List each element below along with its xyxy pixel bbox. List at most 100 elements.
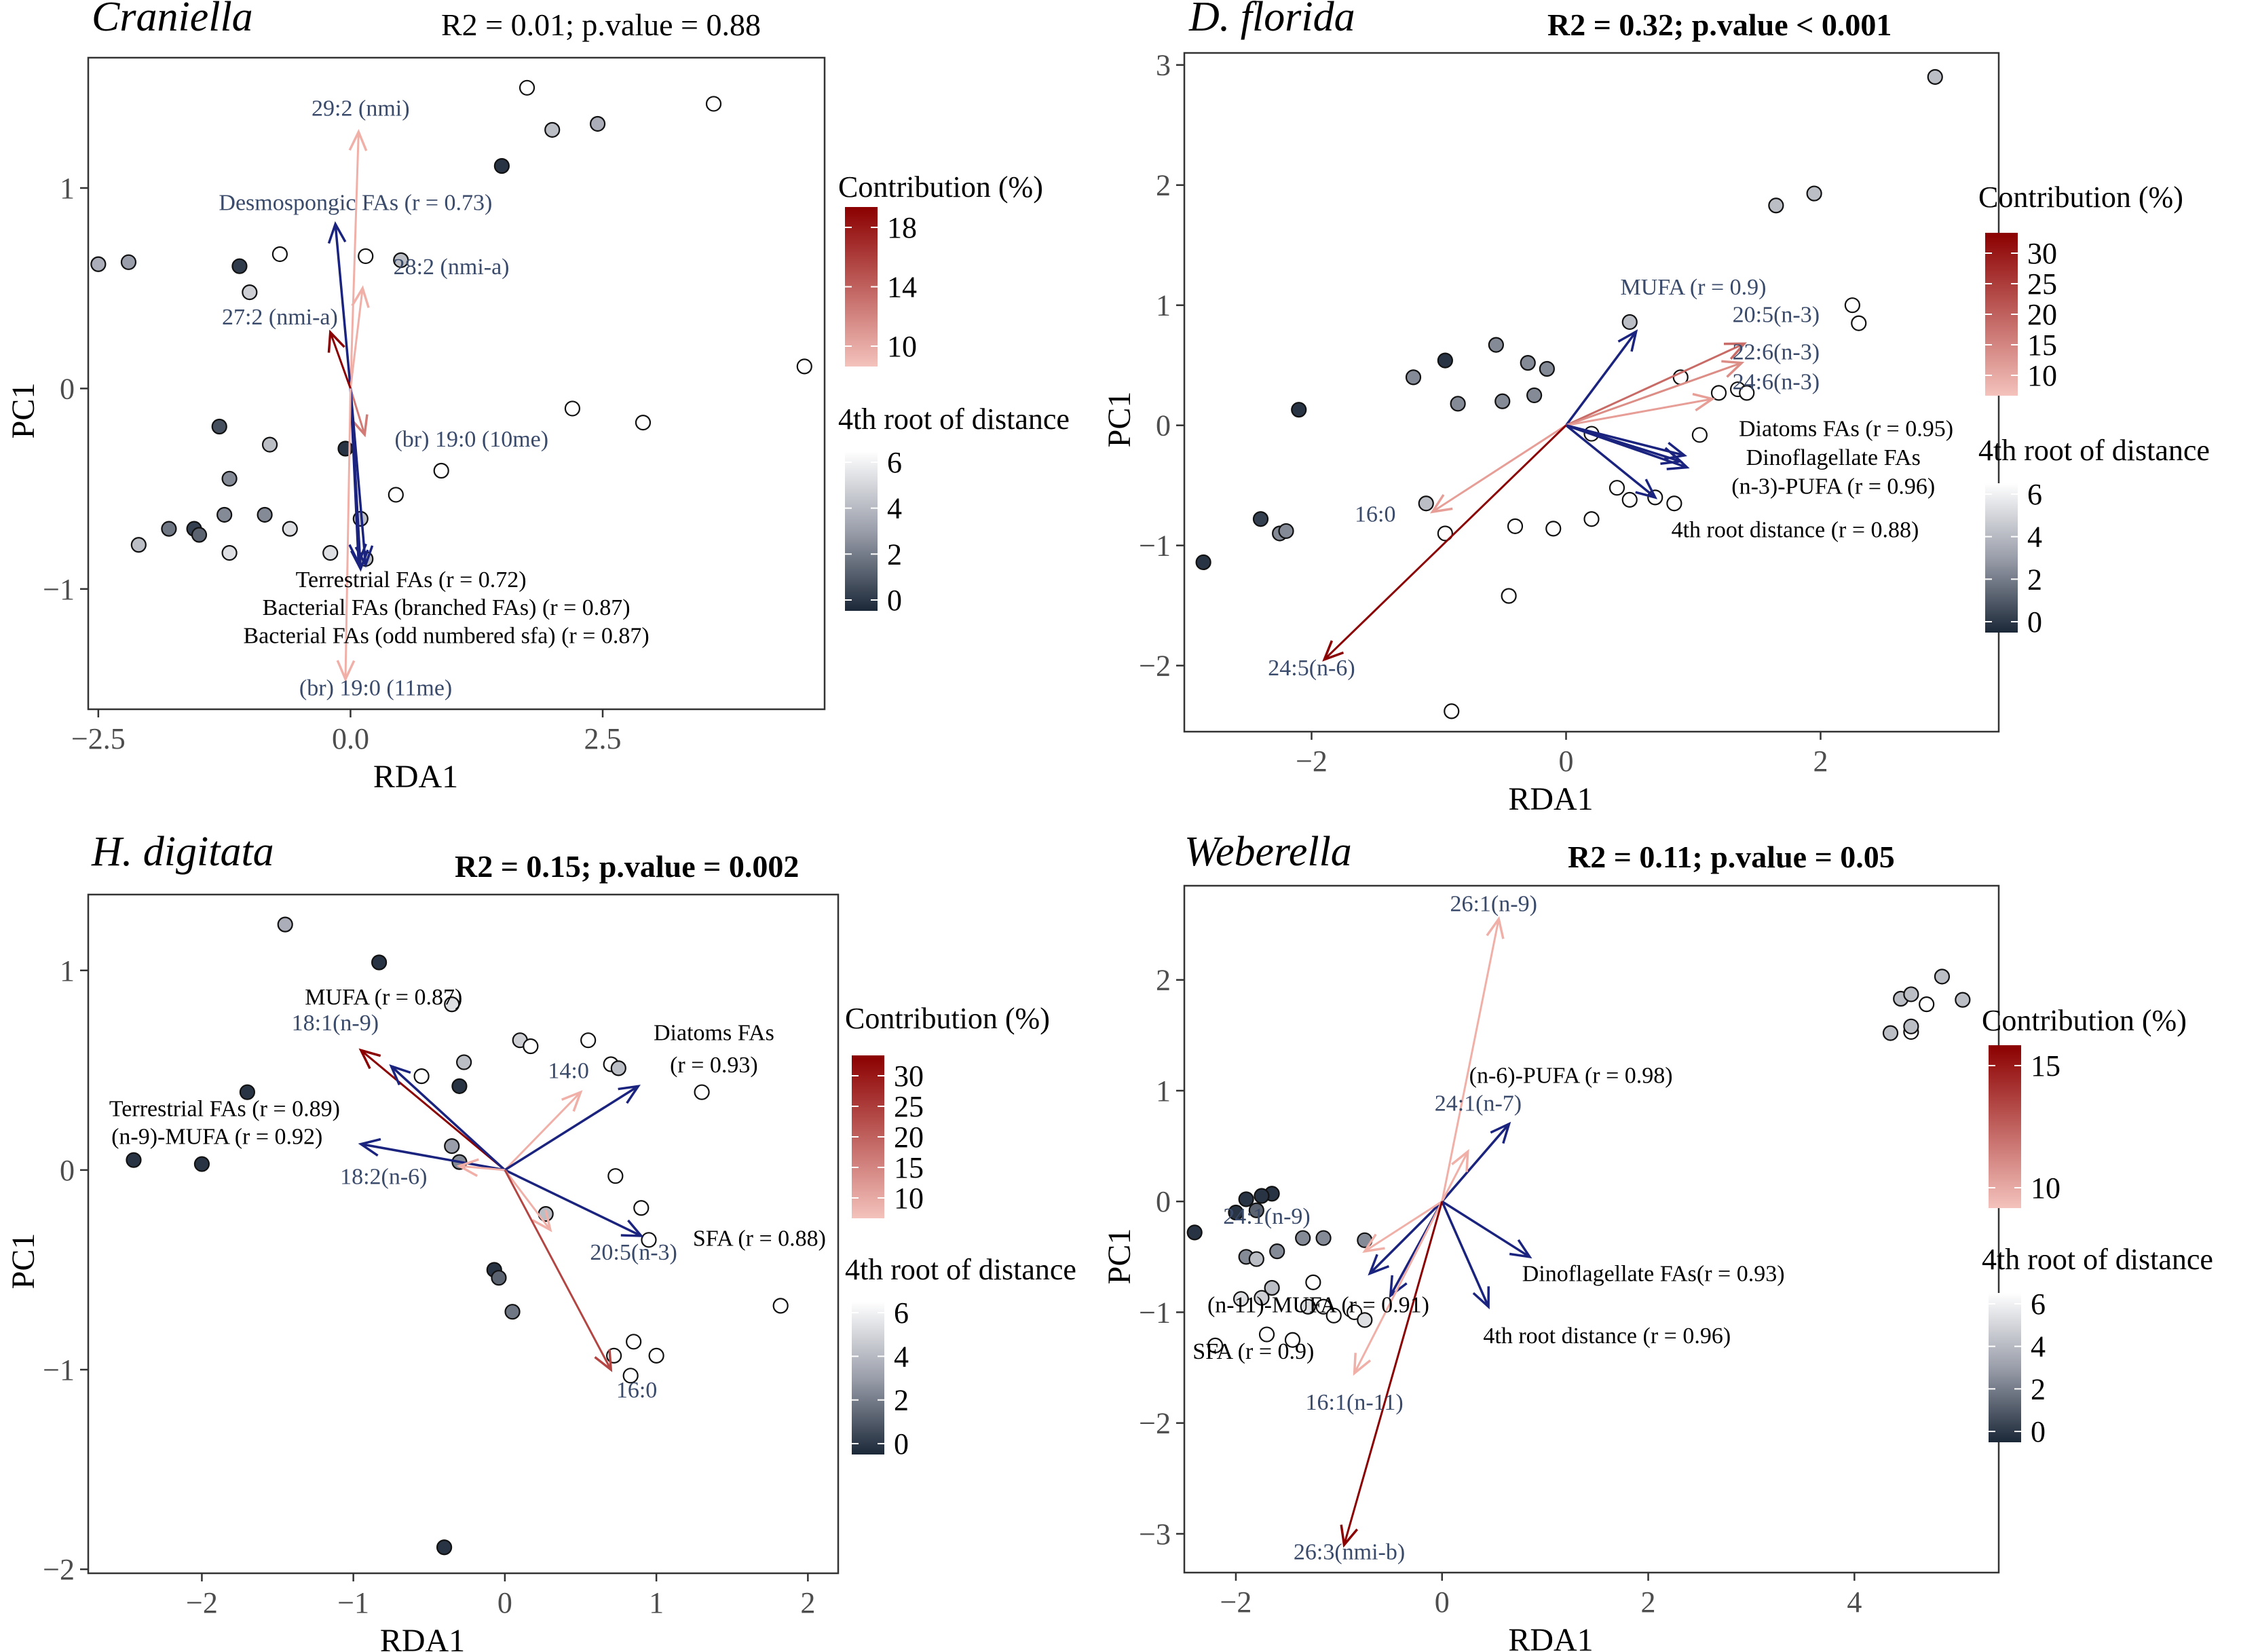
variable-label: (n-11)-MUFA (r = 0.91)	[1207, 1292, 1429, 1317]
loading-arrow	[349, 132, 360, 389]
loading-arrow	[1565, 331, 1638, 426]
legend-distance-label: 0	[894, 1427, 909, 1461]
data-point	[161, 521, 177, 537]
data-point	[433, 462, 449, 479]
x-tick-label: −2	[1296, 745, 1328, 778]
data-point	[1903, 1018, 1919, 1034]
variable-label: Dinoflagellate FAs(r = 0.93)	[1522, 1262, 1785, 1287]
x-tick-label: 4	[1847, 1585, 1862, 1619]
data-point	[1545, 521, 1562, 537]
arrow-head	[1664, 441, 1688, 460]
panel-B: D. florida R2 = 0.32; p.value < 0.001 −2 0 2…	[1102, 0, 2210, 817]
legend-distance-label: 4	[2031, 1330, 2046, 1364]
x-tick-label: 0.0	[332, 722, 369, 755]
data-point	[1254, 1290, 1270, 1306]
legend-contribution-title: Contribution (%)	[1978, 181, 2183, 214]
variable-label: Bacterial FAs (branched FAs) (r = 0.87)	[263, 595, 631, 620]
arrow-label: 24:1(n-7)	[1435, 1091, 1522, 1116]
loading-arrow	[390, 1065, 506, 1171]
variable-label: SFA (r = 0.88)	[693, 1226, 826, 1252]
y-tick-label: 1	[1156, 1074, 1171, 1108]
data-point	[519, 79, 535, 96]
arrow-label: 26:1(n-9)	[1450, 892, 1537, 917]
arrow-label: MUFA (r = 0.9)	[1621, 275, 1767, 300]
y-tick-label: −1	[43, 573, 75, 606]
arrow-head	[358, 1048, 381, 1070]
data-point	[271, 246, 288, 263]
legend-contribution-label: 15	[2031, 1049, 2061, 1083]
x-tick-label: 2.5	[584, 722, 622, 755]
y-tick-label: 0	[1156, 1185, 1171, 1218]
data-point	[1851, 315, 1867, 331]
panel-title: Weberella	[1184, 829, 1352, 875]
data-point	[456, 1054, 472, 1070]
loading-arrow	[344, 388, 352, 679]
data-point	[1666, 495, 1682, 512]
data-point	[239, 1084, 255, 1100]
data-point	[1621, 491, 1638, 508]
arrow-label: 28:2 (nmi-a)	[394, 255, 510, 280]
arrow-head	[351, 285, 370, 308]
arrow-head	[1340, 1524, 1359, 1548]
data-point	[626, 1334, 642, 1350]
data-point	[1284, 1332, 1301, 1348]
data-point	[1768, 198, 1784, 214]
loading-arrow	[459, 1165, 506, 1171]
data-point	[648, 1347, 664, 1364]
data-point	[1228, 1204, 1244, 1221]
panel-D: Weberella R2 = 0.11; p.value = 0.05 −2 0 2 4 −…	[1102, 829, 2213, 1652]
y-tick-label: −2	[1139, 1407, 1171, 1440]
arrow-label: 26:3(nmi-b)	[1294, 1539, 1405, 1564]
arrow-head	[1451, 1148, 1469, 1172]
x-tick-label: 0	[1559, 745, 1574, 778]
loading-arrow	[329, 332, 352, 389]
x-tick-label: −2.5	[71, 722, 126, 755]
data-point	[1405, 369, 1422, 386]
data-point	[322, 544, 339, 561]
variable-label: (n-6)-PUFA (r = 0.98)	[1469, 1064, 1673, 1089]
data-point	[191, 527, 208, 543]
arrow-head	[1430, 493, 1453, 514]
variable-label: Dinoflagellate FAs	[1746, 445, 1921, 470]
y-tick-label: 0	[60, 372, 75, 405]
data-point	[544, 121, 561, 138]
arrow-label: 20:5(n-3)	[590, 1240, 677, 1265]
data-point	[1325, 1307, 1342, 1324]
stats-text: R2 = 0.01; p.value = 0.88	[441, 7, 761, 42]
data-point	[1919, 996, 1935, 1013]
data-point	[1278, 523, 1294, 540]
variable-label: Bacterial FAs (odd numbered sfa) (r = 0.…	[244, 624, 650, 649]
data-point	[1710, 385, 1727, 401]
legend-contribution-label: 20	[2027, 298, 2057, 331]
y-tick-label: 1	[60, 172, 75, 205]
arrow-label: 29:2 (nmi)	[312, 96, 409, 121]
plot-area	[1186, 916, 1971, 1548]
legend-contribution-label: 15	[894, 1151, 924, 1184]
data-point	[277, 916, 293, 933]
loading-arrow	[1441, 918, 1500, 1202]
data-point	[610, 1060, 626, 1076]
arrow-label: 14:0	[548, 1059, 588, 1084]
legend-contribution-label: 30	[894, 1059, 924, 1093]
y-tick-label: 1	[1156, 289, 1171, 322]
data-point	[130, 537, 147, 553]
legend-distance-label: 2	[887, 538, 902, 571]
loading-arrow	[1441, 1200, 1530, 1258]
data-point	[358, 248, 374, 265]
legend-contribution-label: 10	[2031, 1171, 2061, 1205]
arrow-head	[1490, 1121, 1511, 1144]
data-point	[413, 1068, 430, 1085]
data-point	[1739, 385, 1755, 401]
data-point	[589, 115, 606, 132]
loading-arrow	[504, 1169, 552, 1231]
legend-contribution-title: Contribution (%)	[1982, 1004, 2187, 1037]
y-tick-label: 2	[1156, 964, 1171, 997]
x-tick-label: 2	[1813, 745, 1828, 778]
legend-distance-bar	[845, 451, 878, 611]
arrow-head	[1509, 1239, 1532, 1259]
data-point	[444, 996, 460, 1013]
data-point	[221, 470, 238, 487]
arrow-head	[1692, 392, 1716, 412]
loading-arrow	[1565, 424, 1688, 469]
variable-label: SFA (r = 0.9)	[1192, 1339, 1314, 1364]
